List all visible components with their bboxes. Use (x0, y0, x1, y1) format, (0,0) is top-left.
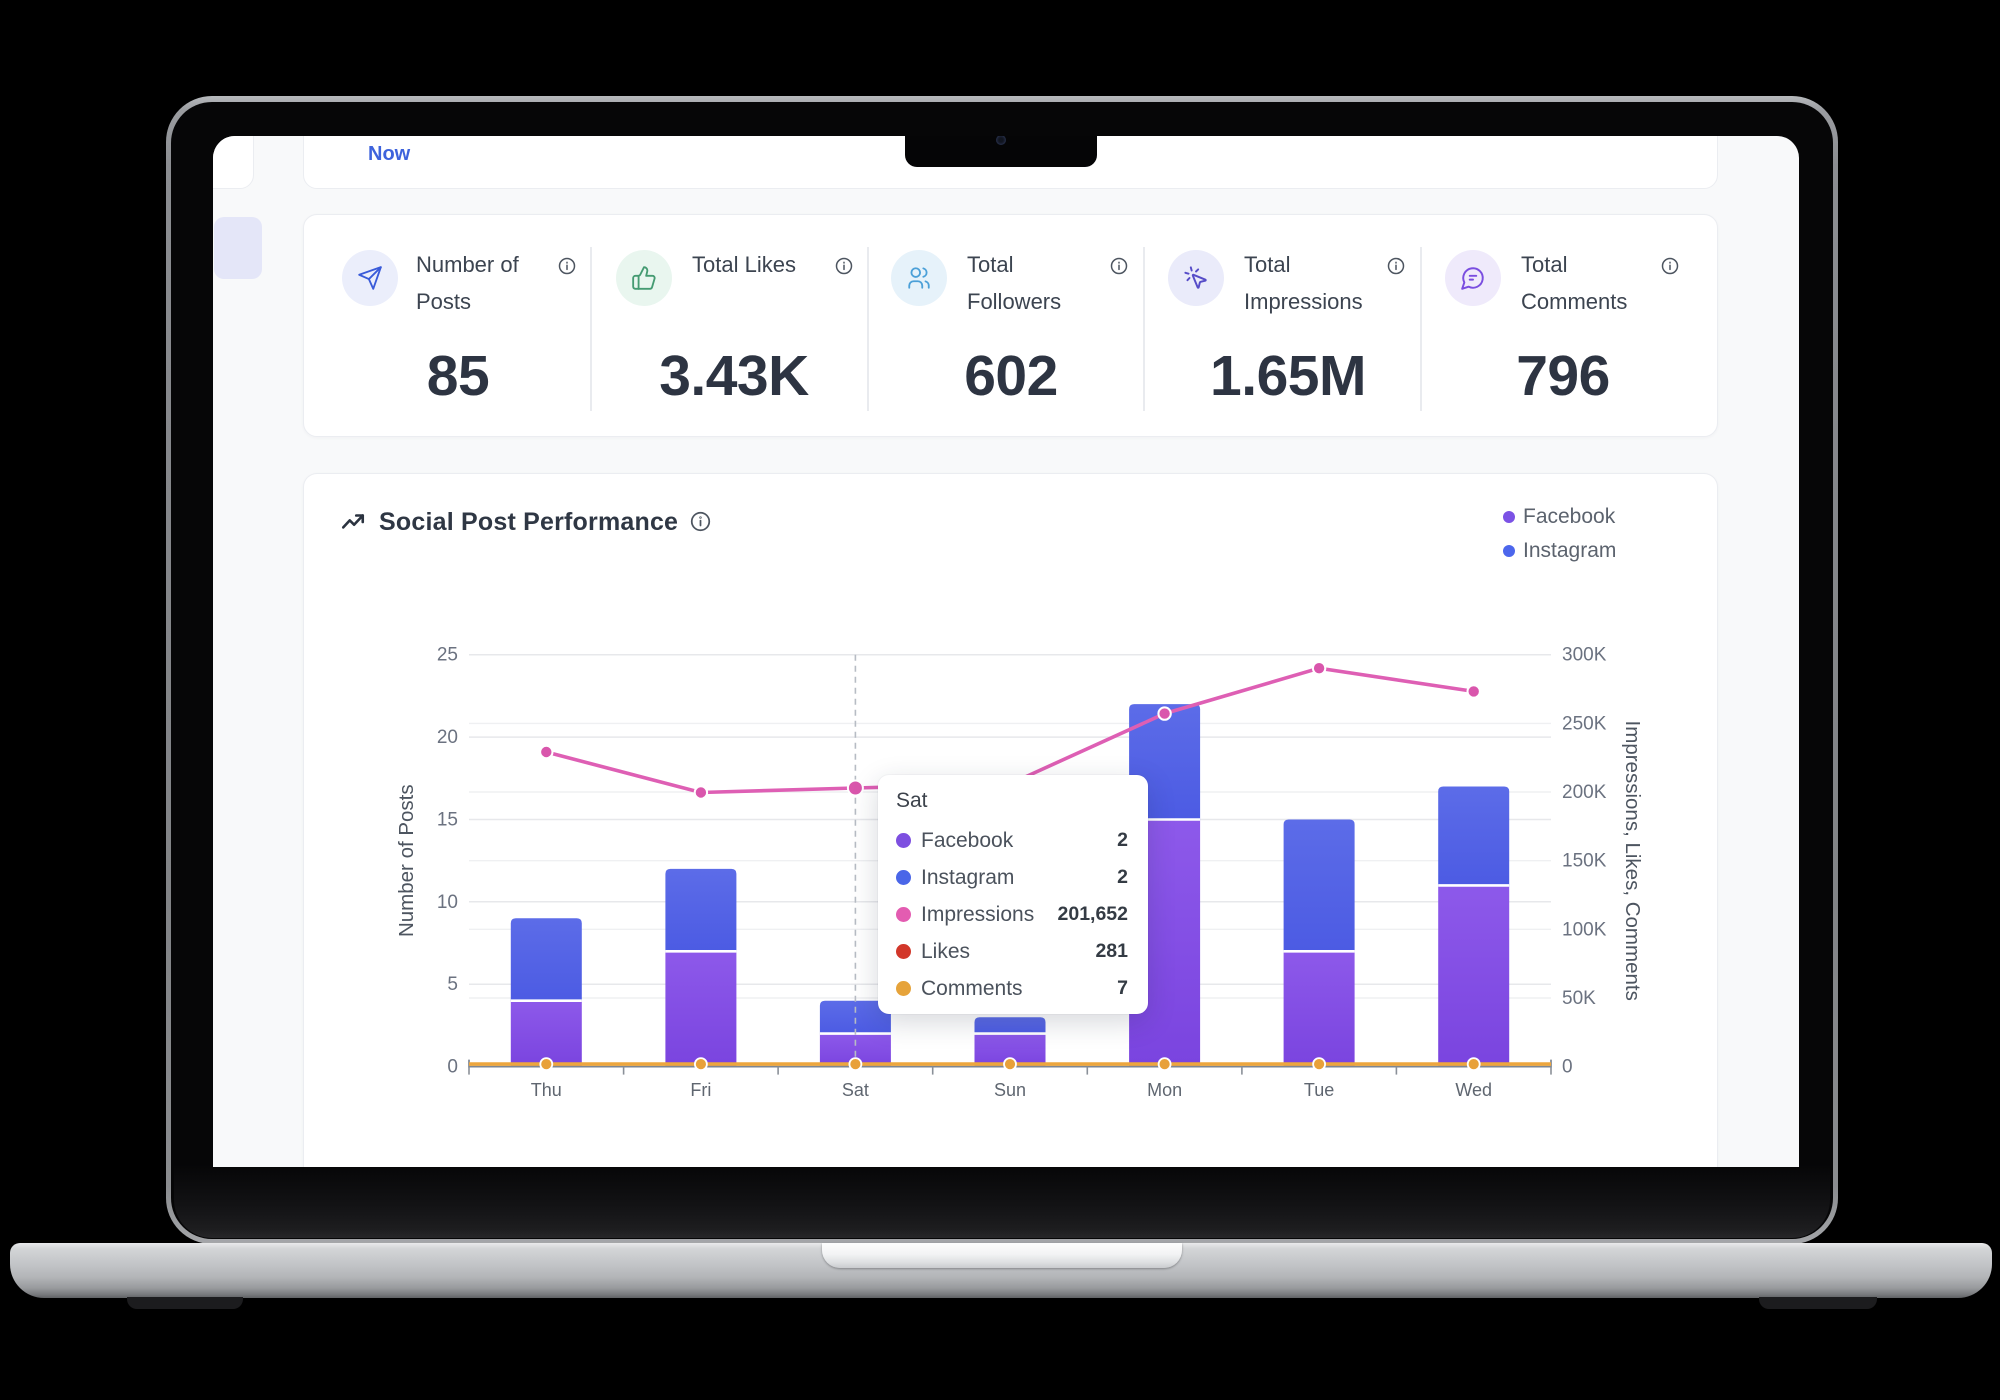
svg-text:100K: 100K (1562, 919, 1607, 940)
svg-text:Fri: Fri (690, 1080, 711, 1100)
svg-text:Tue: Tue (1304, 1080, 1334, 1100)
svg-text:0: 0 (447, 1057, 458, 1078)
svg-text:15: 15 (437, 810, 458, 831)
svg-text:Mon: Mon (1147, 1080, 1182, 1100)
svg-text:Thu: Thu (531, 1080, 562, 1100)
svg-text:0: 0 (1562, 1057, 1573, 1078)
svg-text:20: 20 (437, 727, 458, 748)
svg-text:10: 10 (437, 892, 458, 913)
svg-text:200K: 200K (1562, 782, 1607, 803)
svg-text:150K: 150K (1562, 851, 1607, 872)
svg-text:5: 5 (447, 974, 458, 995)
svg-text:Number of Posts: Number of Posts (395, 784, 418, 937)
svg-text:Wed: Wed (1455, 1080, 1492, 1100)
svg-text:Impressions, Likes, Comments: Impressions, Likes, Comments (1621, 721, 1644, 1001)
svg-text:300K: 300K (1562, 645, 1607, 666)
svg-text:25: 25 (437, 645, 458, 666)
svg-text:50K: 50K (1562, 988, 1596, 1009)
svg-text:Sat: Sat (842, 1080, 869, 1100)
svg-text:250K: 250K (1562, 713, 1607, 734)
svg-text:Sun: Sun (994, 1080, 1026, 1100)
